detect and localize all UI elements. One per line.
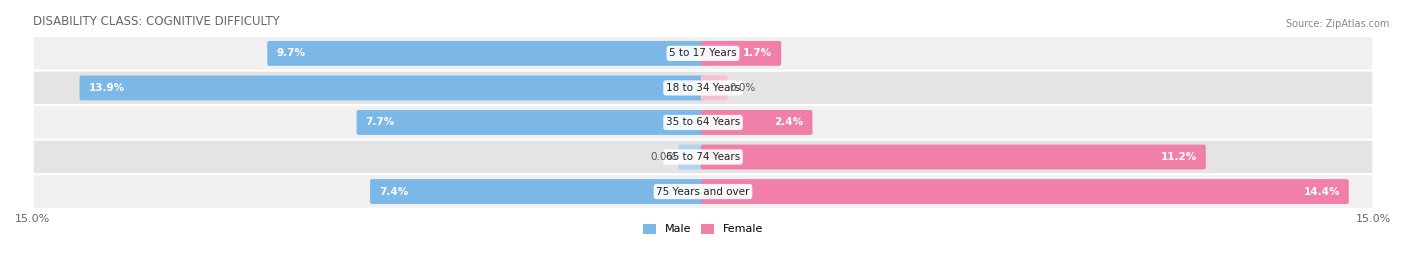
Text: 75 Years and over: 75 Years and over xyxy=(657,186,749,197)
Text: DISABILITY CLASS: COGNITIVE DIFFICULTY: DISABILITY CLASS: COGNITIVE DIFFICULTY xyxy=(32,15,280,28)
FancyBboxPatch shape xyxy=(357,110,706,135)
FancyBboxPatch shape xyxy=(700,76,727,100)
Text: 7.4%: 7.4% xyxy=(380,186,408,197)
FancyBboxPatch shape xyxy=(32,105,1374,140)
Text: 13.9%: 13.9% xyxy=(89,83,125,93)
FancyBboxPatch shape xyxy=(700,41,782,66)
FancyBboxPatch shape xyxy=(700,179,1348,204)
Text: 35 to 64 Years: 35 to 64 Years xyxy=(666,118,740,128)
FancyBboxPatch shape xyxy=(80,76,706,100)
Text: 5 to 17 Years: 5 to 17 Years xyxy=(669,48,737,58)
Legend: Male, Female: Male, Female xyxy=(643,224,763,234)
FancyBboxPatch shape xyxy=(32,71,1374,105)
Text: 2.4%: 2.4% xyxy=(775,118,804,128)
Text: 1.7%: 1.7% xyxy=(744,48,772,58)
FancyBboxPatch shape xyxy=(700,110,813,135)
Text: 11.2%: 11.2% xyxy=(1160,152,1197,162)
FancyBboxPatch shape xyxy=(679,144,706,169)
FancyBboxPatch shape xyxy=(32,174,1374,209)
FancyBboxPatch shape xyxy=(267,41,706,66)
Text: 7.7%: 7.7% xyxy=(366,118,395,128)
FancyBboxPatch shape xyxy=(370,179,706,204)
Text: 9.7%: 9.7% xyxy=(276,48,305,58)
Text: Source: ZipAtlas.com: Source: ZipAtlas.com xyxy=(1285,19,1389,29)
FancyBboxPatch shape xyxy=(700,144,1206,169)
FancyBboxPatch shape xyxy=(32,140,1374,174)
Text: 0.0%: 0.0% xyxy=(650,152,676,162)
FancyBboxPatch shape xyxy=(32,36,1374,71)
Text: 0.0%: 0.0% xyxy=(730,83,756,93)
Text: 65 to 74 Years: 65 to 74 Years xyxy=(666,152,740,162)
Text: 14.4%: 14.4% xyxy=(1303,186,1340,197)
Text: 18 to 34 Years: 18 to 34 Years xyxy=(666,83,740,93)
